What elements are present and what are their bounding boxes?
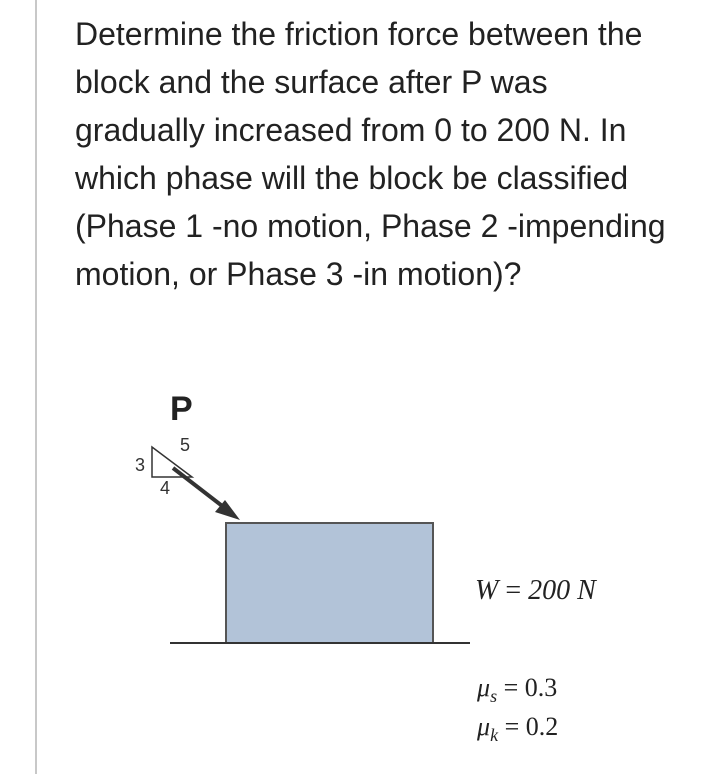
diagram: P 3 5 4 W = 200 N μs = 0.3 μk = 0.2	[75, 390, 675, 760]
mu-s-symbol: μ	[477, 673, 490, 702]
mu-s-row: μs = 0.3	[477, 670, 558, 709]
block-shape	[225, 522, 434, 644]
content-area: Determine the friction force between the…	[75, 10, 680, 298]
coefficients-block: μs = 0.3 μk = 0.2	[477, 670, 558, 749]
weight-label: W = 200 N	[475, 575, 596, 607]
left-margin-line	[35, 0, 37, 774]
ground-line	[170, 642, 470, 644]
mu-k-subscript: k	[490, 726, 498, 746]
mu-k-value: 0.2	[526, 712, 559, 741]
mu-k-row: μk = 0.2	[477, 709, 558, 748]
mu-s-value: 0.3	[525, 673, 558, 702]
triangle-side-3: 3	[135, 455, 145, 476]
force-p-label: P	[170, 390, 193, 429]
weight-value: 200	[528, 575, 570, 606]
weight-symbol: W	[475, 575, 498, 606]
mu-k-symbol: μ	[477, 712, 490, 741]
mu-s-subscript: s	[490, 686, 497, 706]
problem-statement: Determine the friction force between the…	[75, 10, 680, 298]
weight-unit: N	[577, 575, 596, 606]
